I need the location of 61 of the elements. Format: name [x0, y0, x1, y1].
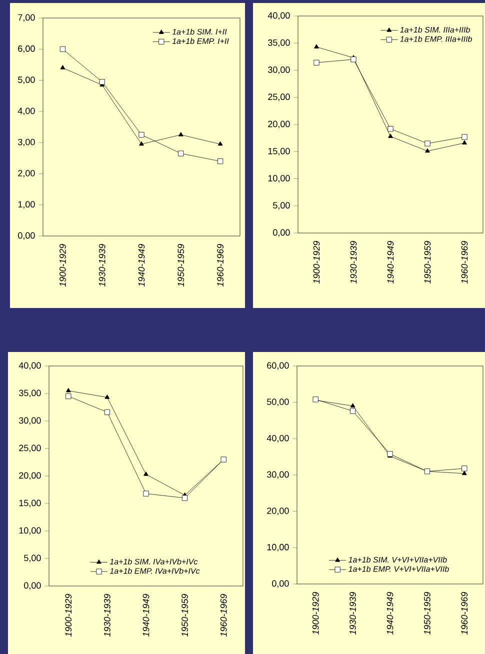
y-tick-label: 5,00 — [18, 76, 35, 84]
x-tick-label: 1950-1959 — [178, 244, 184, 287]
y-tick-label: 20,00 — [267, 508, 289, 516]
legend-label: 1a+1b SIM. V+VI+VIIa+VIIb — [348, 556, 447, 563]
x-tick-label: 1940-1949 — [386, 592, 394, 635]
y-tick-label: 0,00 — [273, 229, 290, 237]
x-tick-label: 1930-1939 — [98, 244, 106, 287]
y-tick-label: 25,00 — [268, 94, 290, 102]
legend-label: 1a+1b EMP. V+VI+VIIa+VIIb — [348, 566, 449, 572]
x-tick-label: 1900-1929 — [65, 594, 72, 637]
x-tick-label: 1960-1969 — [461, 592, 468, 635]
x-tick-label: 1900-1929 — [60, 244, 66, 287]
y-tick-label: 35,00 — [19, 390, 41, 398]
y-tick-label: 40,00 — [268, 12, 290, 20]
y-tick-label: 5,00 — [273, 202, 290, 210]
x-tick-label: 1950-1959 — [182, 594, 188, 637]
x-tick-label: 1900-1929 — [312, 592, 319, 635]
legend-label: 1a+1b EMP. IVa+IVb+IVc — [110, 568, 200, 574]
x-tick-label: 1930-1939 — [104, 594, 110, 637]
y-tick-label: 0,00 — [24, 582, 41, 590]
y-tick-label: 30,00 — [268, 66, 290, 74]
x-tick-label: 1940-1949 — [138, 244, 145, 287]
x-tick-label: 1930-1939 — [350, 592, 356, 635]
y-tick-label: 10,00 — [267, 544, 289, 552]
legend-label: 1a+1b SIM. IVa+IVb+IVc — [110, 558, 198, 564]
y-tick-label: 0,00 — [272, 580, 289, 588]
y-tick-label: 30,00 — [19, 417, 41, 425]
y-tick-label: 2,00 — [18, 170, 35, 178]
x-tick-label: 1960-1969 — [220, 594, 227, 637]
legend-label: 1a+1b SIM. IIIa+IIIb — [400, 26, 470, 33]
y-tick-label: 5,00 — [24, 554, 41, 562]
y-tick-label: 15,00 — [268, 148, 290, 156]
x-tick-label: 1900-1929 — [313, 241, 320, 284]
legend-label: 1a+1b EMP. IIIa+IIIb — [400, 36, 472, 42]
y-tick-label: 35,00 — [268, 39, 290, 47]
x-tick-label: 1930-1939 — [350, 241, 357, 284]
y-tick-label: 3,00 — [18, 138, 35, 146]
y-tick-label: 30,00 — [267, 471, 289, 479]
y-tick-label: 40,00 — [18, 362, 41, 370]
y-tick-label: 60,00 — [267, 362, 289, 370]
x-tick-label: 1960-1969 — [217, 244, 224, 287]
y-tick-label: 50,00 — [267, 398, 289, 406]
y-tick-label: 10,00 — [268, 175, 290, 182]
y-tick-label: 10,00 — [19, 527, 41, 535]
x-tick-label: 1950-1959 — [424, 592, 430, 635]
x-tick-label: 1940-1949 — [142, 594, 150, 637]
y-tick-label: 7,00 — [18, 14, 35, 22]
legend-label: 1a+1b SIM. I+II — [172, 28, 227, 35]
y-tick-label: 25,00 — [19, 444, 41, 452]
legend-label: 1a+1b EMP. I+II — [172, 38, 229, 44]
y-tick-label: 20,00 — [19, 472, 41, 480]
x-tick-label: 1940-1949 — [387, 241, 394, 284]
y-tick-label: 0,00 — [18, 232, 35, 240]
y-tick-label: 6,00 — [18, 45, 35, 53]
y-tick-label: 15,00 — [19, 500, 41, 508]
y-tick-label: 40,00 — [266, 434, 289, 442]
x-tick-label: 1960-1969 — [461, 241, 468, 284]
y-tick-label: 20,00 — [268, 120, 290, 128]
y-tick-label: 1,00 — [18, 201, 35, 209]
x-tick-label: 1950-1959 — [424, 241, 431, 284]
y-tick-label: 4,00 — [18, 108, 35, 116]
